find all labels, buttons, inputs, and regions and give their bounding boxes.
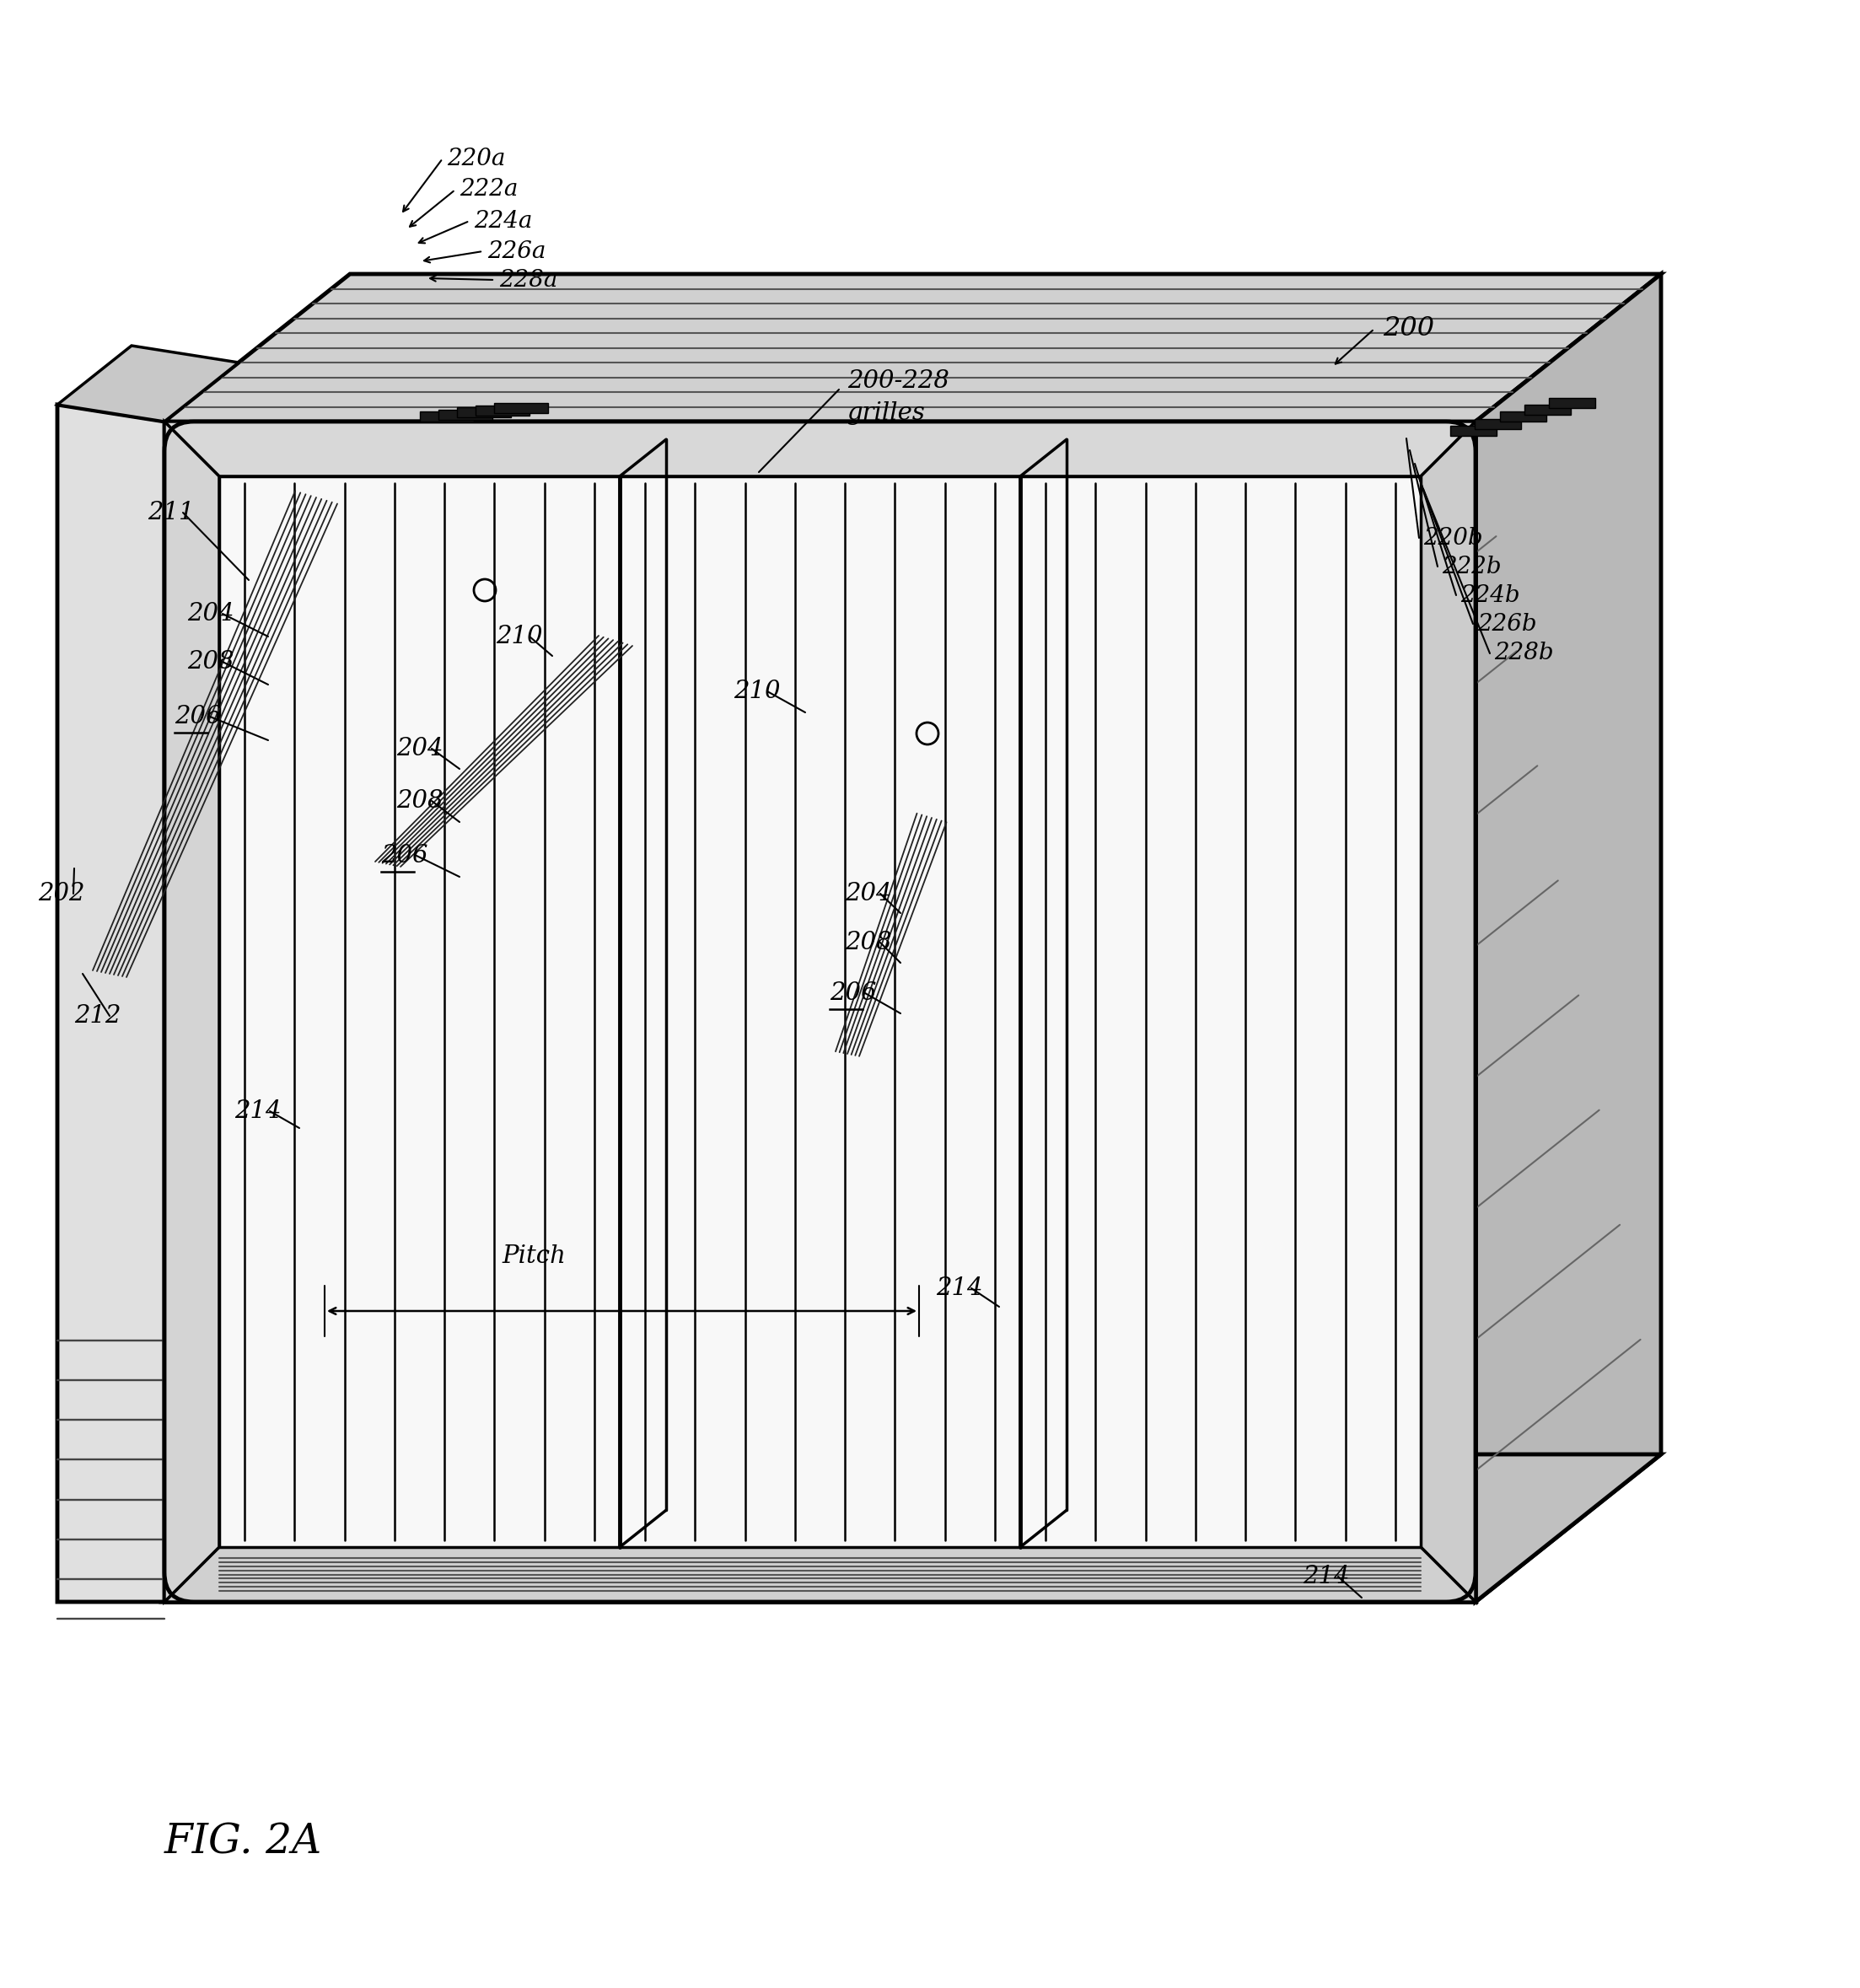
Polygon shape (219, 477, 1421, 1547)
Text: 204: 204 (188, 602, 234, 626)
Text: 208: 208 (844, 930, 891, 954)
Text: Pitch: Pitch (502, 1244, 565, 1268)
Polygon shape (164, 421, 1475, 1602)
Text: 202: 202 (37, 883, 86, 905)
Polygon shape (1525, 406, 1572, 415)
Polygon shape (164, 421, 219, 1602)
Polygon shape (164, 1547, 1475, 1602)
Text: grilles: grilles (848, 402, 926, 425)
Text: 222a: 222a (459, 179, 519, 201)
Text: 210: 210 (497, 624, 543, 648)
Text: 220b: 220b (1423, 527, 1482, 549)
Polygon shape (1549, 398, 1596, 408)
Polygon shape (458, 408, 512, 417)
Text: 210: 210 (733, 680, 781, 704)
Text: 226a: 226a (487, 241, 545, 262)
Polygon shape (439, 410, 493, 419)
Polygon shape (164, 274, 1661, 421)
Text: 208: 208 (396, 789, 443, 813)
Text: 206: 206 (175, 706, 221, 728)
Text: 206: 206 (381, 845, 428, 867)
Polygon shape (420, 412, 474, 421)
Polygon shape (164, 1455, 1661, 1602)
Polygon shape (58, 346, 238, 421)
Text: 214: 214 (936, 1276, 982, 1300)
Text: 200-228: 200-228 (848, 370, 949, 394)
Text: 228a: 228a (498, 268, 558, 292)
Text: FIG. 2A: FIG. 2A (164, 1823, 322, 1863)
Polygon shape (1499, 412, 1546, 421)
Text: 222b: 222b (1442, 555, 1501, 579)
Text: 200: 200 (1382, 316, 1434, 342)
Text: 204: 204 (396, 738, 443, 761)
Polygon shape (58, 406, 164, 1602)
Text: 206: 206 (830, 982, 876, 1006)
Polygon shape (1451, 425, 1497, 435)
Polygon shape (1475, 274, 1661, 1602)
Text: 212: 212 (74, 1004, 121, 1028)
Text: 211: 211 (147, 501, 193, 525)
Text: 214: 214 (1302, 1565, 1350, 1588)
Text: 226b: 226b (1477, 612, 1536, 636)
Polygon shape (1475, 419, 1521, 429)
Text: 220a: 220a (446, 147, 506, 169)
Text: 204: 204 (844, 883, 891, 905)
Text: 228b: 228b (1494, 642, 1553, 664)
Text: 224a: 224a (474, 209, 532, 233)
Polygon shape (164, 421, 1475, 477)
Text: 214: 214 (234, 1099, 281, 1123)
Polygon shape (476, 406, 530, 415)
Polygon shape (1421, 421, 1475, 1602)
Polygon shape (495, 404, 549, 414)
Text: 224b: 224b (1460, 584, 1520, 606)
Text: 208: 208 (188, 650, 234, 674)
